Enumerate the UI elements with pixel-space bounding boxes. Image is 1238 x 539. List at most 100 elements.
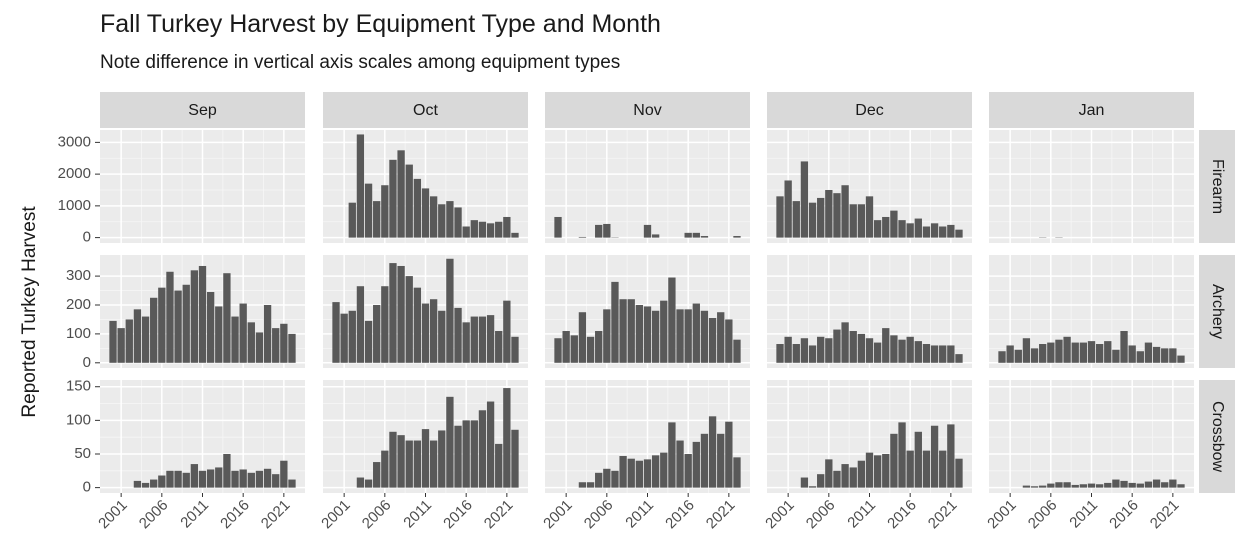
bar xyxy=(841,322,848,362)
y-tick-label: 100 xyxy=(66,325,91,342)
bar xyxy=(511,337,518,363)
bar xyxy=(1023,338,1030,363)
bar xyxy=(288,480,295,488)
bar xyxy=(357,134,364,237)
bar xyxy=(365,480,372,488)
bar xyxy=(1104,483,1111,488)
bar xyxy=(809,486,816,487)
x-tick-label: 2001 xyxy=(95,497,131,533)
chart-subtitle: Note difference in vertical axis scales … xyxy=(100,52,620,73)
bar xyxy=(1096,344,1103,363)
bar xyxy=(158,476,165,488)
bar xyxy=(562,331,569,363)
bar xyxy=(874,220,881,237)
bar xyxy=(587,337,594,363)
bar xyxy=(874,455,881,487)
bar xyxy=(240,304,247,363)
bar xyxy=(709,318,716,363)
bar xyxy=(1031,348,1038,362)
x-tick-label: 2006 xyxy=(581,497,617,533)
bar xyxy=(272,328,279,363)
bar xyxy=(191,270,198,362)
bar xyxy=(463,322,470,362)
bar xyxy=(931,345,938,362)
bar xyxy=(1055,482,1062,487)
bar xyxy=(1153,347,1160,363)
bar xyxy=(109,321,116,363)
x-tick-label: 2016 xyxy=(662,497,698,533)
bar xyxy=(463,420,470,487)
y-axis-label: Reported Turkey Harvest xyxy=(19,206,40,418)
bar xyxy=(947,225,954,238)
bar xyxy=(406,276,413,363)
bar xyxy=(1129,345,1136,362)
bar xyxy=(619,299,626,363)
bar xyxy=(142,483,149,488)
bar xyxy=(676,441,683,488)
bar xyxy=(1169,348,1176,362)
bar xyxy=(248,473,255,488)
bar xyxy=(628,459,635,488)
bar xyxy=(817,198,824,238)
bar xyxy=(841,185,848,237)
bar xyxy=(454,308,461,363)
bar xyxy=(603,224,610,238)
bar xyxy=(1039,344,1046,363)
bar xyxy=(998,351,1005,363)
bar xyxy=(1120,481,1127,488)
bar xyxy=(365,321,372,363)
bar xyxy=(1153,480,1160,488)
bar xyxy=(874,343,881,363)
bar xyxy=(199,471,206,488)
bar xyxy=(454,207,461,237)
bar xyxy=(406,441,413,488)
row-strip-label: Crossbow xyxy=(1209,401,1226,473)
bar xyxy=(793,344,800,363)
bar xyxy=(784,337,791,363)
x-tick-label: 2006 xyxy=(359,497,395,533)
bar xyxy=(438,204,445,237)
y-tick-label: 100 xyxy=(66,411,91,428)
bar xyxy=(332,302,339,363)
x-tick-label: 2016 xyxy=(217,497,253,533)
bar xyxy=(1088,484,1095,488)
bar xyxy=(1063,482,1070,487)
column-strip-label: Sep xyxy=(188,102,217,119)
bar xyxy=(907,223,914,237)
bar xyxy=(825,338,832,363)
x-tick-label: 2011 xyxy=(177,497,212,532)
bar xyxy=(150,298,157,363)
bar xyxy=(725,319,732,362)
bar xyxy=(923,226,930,237)
bar xyxy=(215,467,222,487)
bar xyxy=(668,422,675,487)
bar xyxy=(134,309,141,362)
bar xyxy=(1129,483,1136,488)
y-tick-label: 1000 xyxy=(58,197,91,214)
bar xyxy=(947,345,954,362)
bar xyxy=(907,451,914,488)
bar xyxy=(256,471,263,488)
x-tick-label: 2021 xyxy=(925,497,961,533)
bar xyxy=(890,335,897,362)
bar xyxy=(858,461,865,488)
x-tick-label: 2001 xyxy=(984,497,1020,533)
bar xyxy=(701,434,708,488)
bar xyxy=(511,430,518,488)
bar xyxy=(430,441,437,488)
y-tick-label: 0 xyxy=(83,354,91,371)
bar xyxy=(554,217,561,238)
bar xyxy=(784,180,791,237)
bar xyxy=(511,233,518,238)
x-tick-label: 2016 xyxy=(1106,497,1142,533)
bar xyxy=(373,201,380,238)
bar xyxy=(349,311,356,363)
y-tick-label: 2000 xyxy=(58,165,91,182)
bar xyxy=(636,461,643,488)
bar xyxy=(595,225,602,238)
bar xyxy=(446,397,453,488)
bar xyxy=(636,305,643,363)
bar xyxy=(603,309,610,362)
bar xyxy=(1063,337,1070,363)
